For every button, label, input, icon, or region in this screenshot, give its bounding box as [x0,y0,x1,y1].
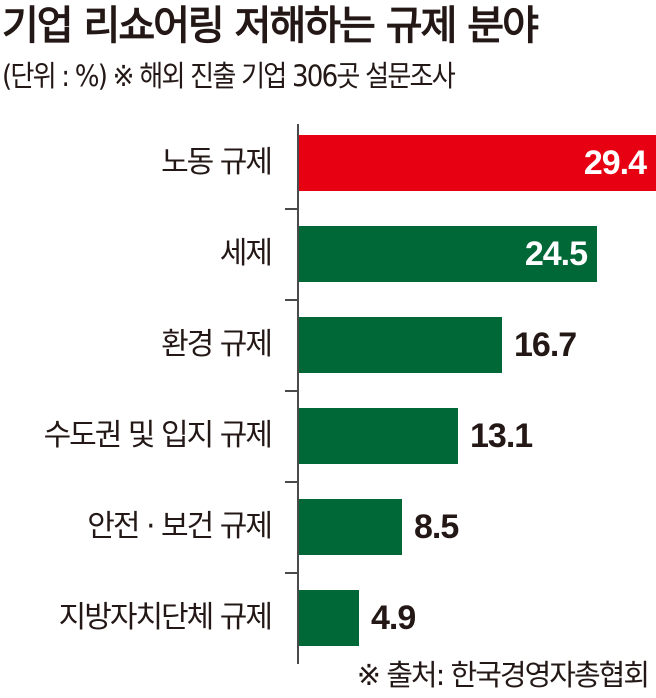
bar-row: 노동 규제 29.4 [0,135,656,191]
category-label: 노동 규제 [161,145,273,180]
value-label: 13.1 [470,417,533,455]
bar-row: 지방자치단체 규제 4.9 [0,590,656,646]
axis-tick [285,208,298,210]
axis-tick [285,481,298,483]
bar: 29.4 [299,135,656,191]
bar-row: 환경 규제 16.7 [0,317,656,373]
bar [299,499,402,555]
bar [299,590,359,646]
axis-tick [285,299,298,301]
value-label: 4.9 [371,599,416,637]
axis-tick [285,572,298,574]
chart-subtitle: (단위 : %) ※ 해외 진출 기업 306곳 설문조사 [2,59,456,93]
chart-title: 기업 리쇼어링 저해하는 규제 분야 [2,3,539,49]
y-axis-line [297,124,299,664]
value-label: 29.4 [583,144,647,182]
bar [299,408,458,464]
category-label: 안전 · 보건 규제 [87,509,273,544]
value-label: 24.5 [524,235,588,273]
value-label: 8.5 [414,508,459,546]
axis-tick [285,390,298,392]
value-label: 16.7 [514,326,577,364]
category-label: 세제 [219,236,273,271]
bar-row: 안전 · 보건 규제 8.5 [0,499,656,555]
bar-row: 세제 24.5 [0,226,656,282]
category-label: 수도권 및 입지 규제 [43,418,273,453]
source-note: ※ 출처: 한국경영자총협회 [356,658,650,692]
category-label: 지방자치단체 규제 [58,600,273,635]
bar: 24.5 [299,226,597,282]
category-label: 환경 규제 [161,327,273,362]
bar [299,317,502,373]
bar-row: 수도권 및 입지 규제 13.1 [0,408,656,464]
